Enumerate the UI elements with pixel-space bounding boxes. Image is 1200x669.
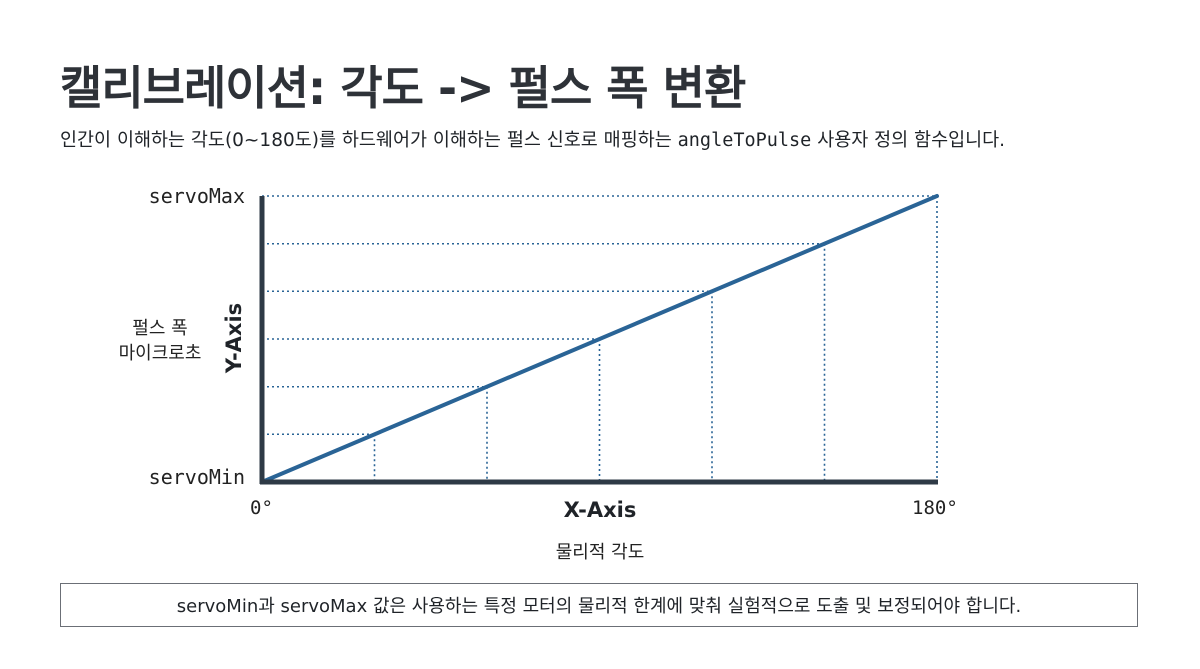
page-title: 캘리브레이션: 각도 -> 펄스 폭 변환: [60, 61, 746, 115]
y-tick-label-max: servoMax: [148, 184, 245, 208]
y-tick-label-min: servoMin: [148, 465, 245, 489]
calibration-note: servoMin과 servoMax 값은 사용하는 특정 모터의 물리적 한계…: [60, 583, 1138, 627]
page-subtitle: 인간이 이해하는 각도(0~180도)를 하드웨어가 이해하는 펄스 신호로 매…: [60, 126, 1005, 152]
y-axis-title: Y-Axis: [222, 302, 246, 374]
y-axis-sublabel: 펄스 폭 마이크로초: [100, 316, 220, 366]
y-axis-sublabel-line1: 펄스 폭: [132, 318, 188, 339]
subtitle-text-pre: 인간이 이해하는 각도(0~180도)를 하드웨어가 이해하는 펄스 신호로 매…: [60, 130, 678, 151]
series-group: [260, 194, 939, 484]
x-axis-sublabel: 물리적 각도: [555, 542, 645, 563]
x-tick-label-max: 180°: [912, 497, 958, 519]
x-tick-label-min: 0°: [250, 497, 273, 519]
subtitle-function-name: angleToPulse: [677, 130, 812, 151]
x-axis-title: X-Axis: [563, 498, 637, 522]
y-axis-sublabel-line2: 마이크로초: [118, 343, 202, 364]
subtitle-text-post: 사용자 정의 함수입니다.: [811, 130, 1006, 151]
guide-lines: [262, 195, 938, 482]
series-line-0: [260, 194, 939, 484]
